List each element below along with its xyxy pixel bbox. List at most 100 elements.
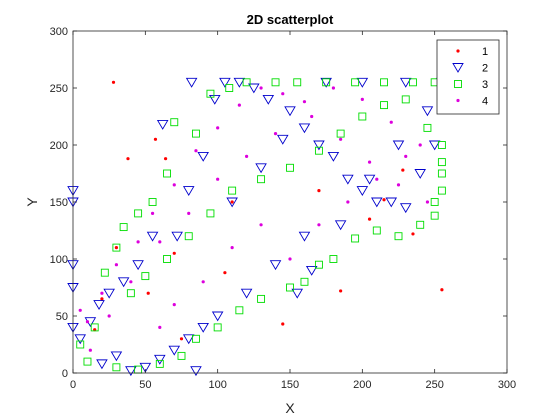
data-point-series-1 xyxy=(163,157,168,161)
data-point-series-3 xyxy=(257,175,266,184)
y-tick-label: 150 xyxy=(50,197,68,209)
data-point-series-3 xyxy=(163,255,171,263)
legend-label-2: 2 xyxy=(482,63,488,75)
data-point-series-3 xyxy=(90,323,99,332)
legend-label-4: 4 xyxy=(482,96,488,108)
data-point-series-2 xyxy=(255,163,267,174)
data-point-series-3 xyxy=(242,78,251,87)
chart-title: 2D scatterplot xyxy=(247,12,334,27)
data-point-series-4 xyxy=(88,348,92,352)
data-point-series-2 xyxy=(298,123,311,134)
plot-area xyxy=(73,31,507,373)
legend-box xyxy=(436,39,500,115)
data-point-series-2 xyxy=(320,77,332,88)
data-point-series-3 xyxy=(228,186,237,195)
x-tick-label: 50 xyxy=(139,379,151,391)
data-point-series-3 xyxy=(437,158,446,167)
data-point-series-3 xyxy=(76,340,85,349)
data-point-series-2 xyxy=(399,77,412,88)
data-point-series-3 xyxy=(134,209,143,218)
data-point-series-4 xyxy=(375,177,379,181)
legend-label-3: 3 xyxy=(482,79,488,91)
data-point-series-2 xyxy=(233,77,246,88)
data-point-series-4 xyxy=(310,114,314,119)
data-point-series-2 xyxy=(197,322,209,333)
data-point-series-1 xyxy=(126,157,130,161)
data-point-series-2 xyxy=(356,77,369,88)
data-point-series-1 xyxy=(153,137,158,141)
x-tick-label: 150 xyxy=(281,379,299,391)
x-tick-label: 250 xyxy=(425,379,443,391)
data-point-series-3 xyxy=(300,277,309,286)
data-point-series-3 xyxy=(192,334,200,343)
data-point-series-2 xyxy=(269,260,282,271)
data-point-series-4 xyxy=(107,314,111,318)
data-point-series-2 xyxy=(385,197,398,208)
data-point-series-2 xyxy=(276,134,289,145)
data-point-series-3 xyxy=(314,146,323,155)
data-point-series-2 xyxy=(139,362,152,373)
data-point-series-1 xyxy=(411,232,415,236)
data-point-series-2 xyxy=(168,345,181,356)
data-point-series-2 xyxy=(248,83,260,94)
data-point-series-4 xyxy=(317,223,321,227)
data-point-series-4 xyxy=(150,211,155,215)
data-point-series-4 xyxy=(172,183,176,187)
data-point-series-3 xyxy=(206,209,215,218)
data-point-series-4 xyxy=(158,240,162,244)
data-point-series-2 xyxy=(392,140,405,151)
x-axis-label: X xyxy=(285,400,295,416)
data-point-series-1 xyxy=(100,297,104,301)
data-point-series-3 xyxy=(437,141,446,149)
data-point-series-2 xyxy=(96,359,108,370)
y-tick-label: 100 xyxy=(50,254,68,266)
data-point-series-4 xyxy=(230,246,234,250)
data-point-series-2 xyxy=(208,94,221,105)
y-tick-label: 250 xyxy=(50,83,68,95)
data-point-series-3 xyxy=(314,260,323,269)
data-point-series-4 xyxy=(425,200,430,204)
data-point-series-3 xyxy=(293,78,302,87)
data-point-series-3 xyxy=(257,294,266,303)
data-point-series-4 xyxy=(245,154,249,158)
data-point-series-3 xyxy=(329,255,338,263)
data-point-series-1 xyxy=(111,80,116,84)
data-point-series-3 xyxy=(416,220,425,229)
data-point-series-2 xyxy=(327,151,340,162)
data-point-series-4 xyxy=(201,280,205,284)
legend-marker-4 xyxy=(456,98,460,103)
data-point-series-1 xyxy=(179,337,184,341)
data-point-series-2 xyxy=(146,231,159,242)
x-tick-label: 100 xyxy=(208,379,226,391)
data-point-series-2 xyxy=(414,169,426,179)
data-point-series-3 xyxy=(286,283,294,292)
data-point-series-4 xyxy=(346,200,350,204)
data-point-series-4 xyxy=(396,183,401,187)
data-point-series-3 xyxy=(206,89,215,98)
data-point-series-4 xyxy=(216,126,220,130)
data-point-series-2 xyxy=(185,77,198,88)
legend-marker-1 xyxy=(456,49,460,53)
y-tick-label: 300 xyxy=(50,26,68,38)
data-point-series-4 xyxy=(85,320,90,324)
data-point-series-4 xyxy=(136,240,140,244)
data-point-series-2 xyxy=(132,260,144,271)
data-point-series-2 xyxy=(154,354,166,365)
data-point-series-4 xyxy=(389,120,393,124)
data-point-series-4 xyxy=(339,137,343,141)
data-point-series-1 xyxy=(146,291,150,295)
data-point-series-2 xyxy=(363,174,376,185)
data-point-series-2 xyxy=(125,366,137,377)
data-point-series-3 xyxy=(184,232,193,241)
data-point-series-2 xyxy=(74,334,87,345)
data-point-series-4 xyxy=(237,103,241,107)
y-tick-label: 200 xyxy=(50,140,68,152)
data-point-series-3 xyxy=(112,363,121,372)
legend: 1 2 3 4 xyxy=(436,39,500,115)
data-point-series-3 xyxy=(225,84,234,92)
data-point-series-3 xyxy=(192,129,200,138)
data-point-series-2 xyxy=(110,351,123,362)
data-point-series-4 xyxy=(114,263,118,267)
data-point-series-2 xyxy=(117,277,130,288)
